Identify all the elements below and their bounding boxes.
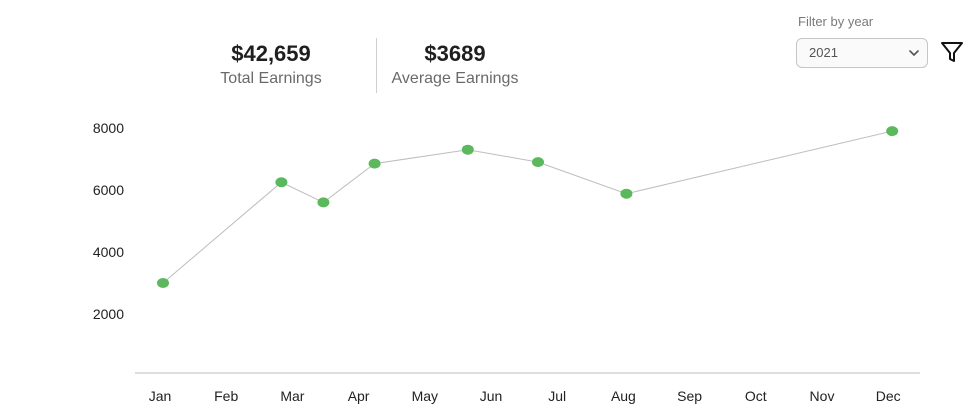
x-tick-label: Apr [348, 388, 370, 404]
x-tick-label: Nov [810, 388, 835, 404]
data-point-marker[interactable] [886, 126, 899, 137]
x-tick-label: Oct [745, 388, 767, 404]
data-point-marker[interactable] [157, 278, 169, 288]
chevron-down-icon [909, 50, 919, 56]
total-earnings-stat: $42,659 Total Earnings [196, 40, 346, 89]
average-earnings-label: Average Earnings [391, 70, 519, 87]
stats-divider [376, 38, 377, 93]
earnings-series [157, 126, 899, 288]
data-point-marker[interactable] [461, 144, 474, 155]
data-point-marker[interactable] [275, 177, 288, 188]
x-tick-label: Dec [876, 388, 901, 404]
x-axis-tick-labels: Jan Feb Mar Apr May Jun Jul Aug Sep Oct Nov Dec [149, 388, 901, 404]
x-tick-label: Mar [280, 388, 304, 404]
total-earnings-value: $42,659 [231, 41, 311, 66]
y-tick-label: 8000 [93, 120, 124, 136]
x-tick-label: May [412, 388, 438, 404]
average-earnings-value: $3689 [424, 41, 486, 66]
filter-funnel-icon[interactable] [940, 40, 964, 64]
filter-by-year-label: Filter by year [798, 14, 874, 29]
earnings-series-line [162, 130, 893, 284]
average-earnings-stat: $3689 Average Earnings [382, 40, 528, 89]
total-earnings-label: Total Earnings [220, 70, 322, 87]
selected-year: 2021 [809, 45, 838, 60]
data-point-marker[interactable] [368, 158, 381, 169]
data-point-marker[interactable] [620, 188, 633, 199]
x-tick-label: Sep [677, 388, 702, 404]
x-tick-label: Feb [214, 388, 238, 404]
y-tick-label: 6000 [93, 182, 124, 198]
y-tick-label: 4000 [93, 244, 124, 260]
year-select[interactable]: 2021 [796, 38, 928, 68]
x-tick-label: Aug [611, 388, 636, 404]
data-point-marker[interactable] [532, 157, 544, 168]
x-tick-label: Jun [480, 388, 503, 404]
data-point-marker[interactable] [317, 197, 330, 208]
y-tick-label: 2000 [93, 306, 124, 322]
y-axis-tick-labels: 2000 4000 6000 8000 [93, 120, 124, 322]
x-tick-label: Jul [548, 388, 566, 404]
x-tick-label: Jan [149, 388, 172, 404]
